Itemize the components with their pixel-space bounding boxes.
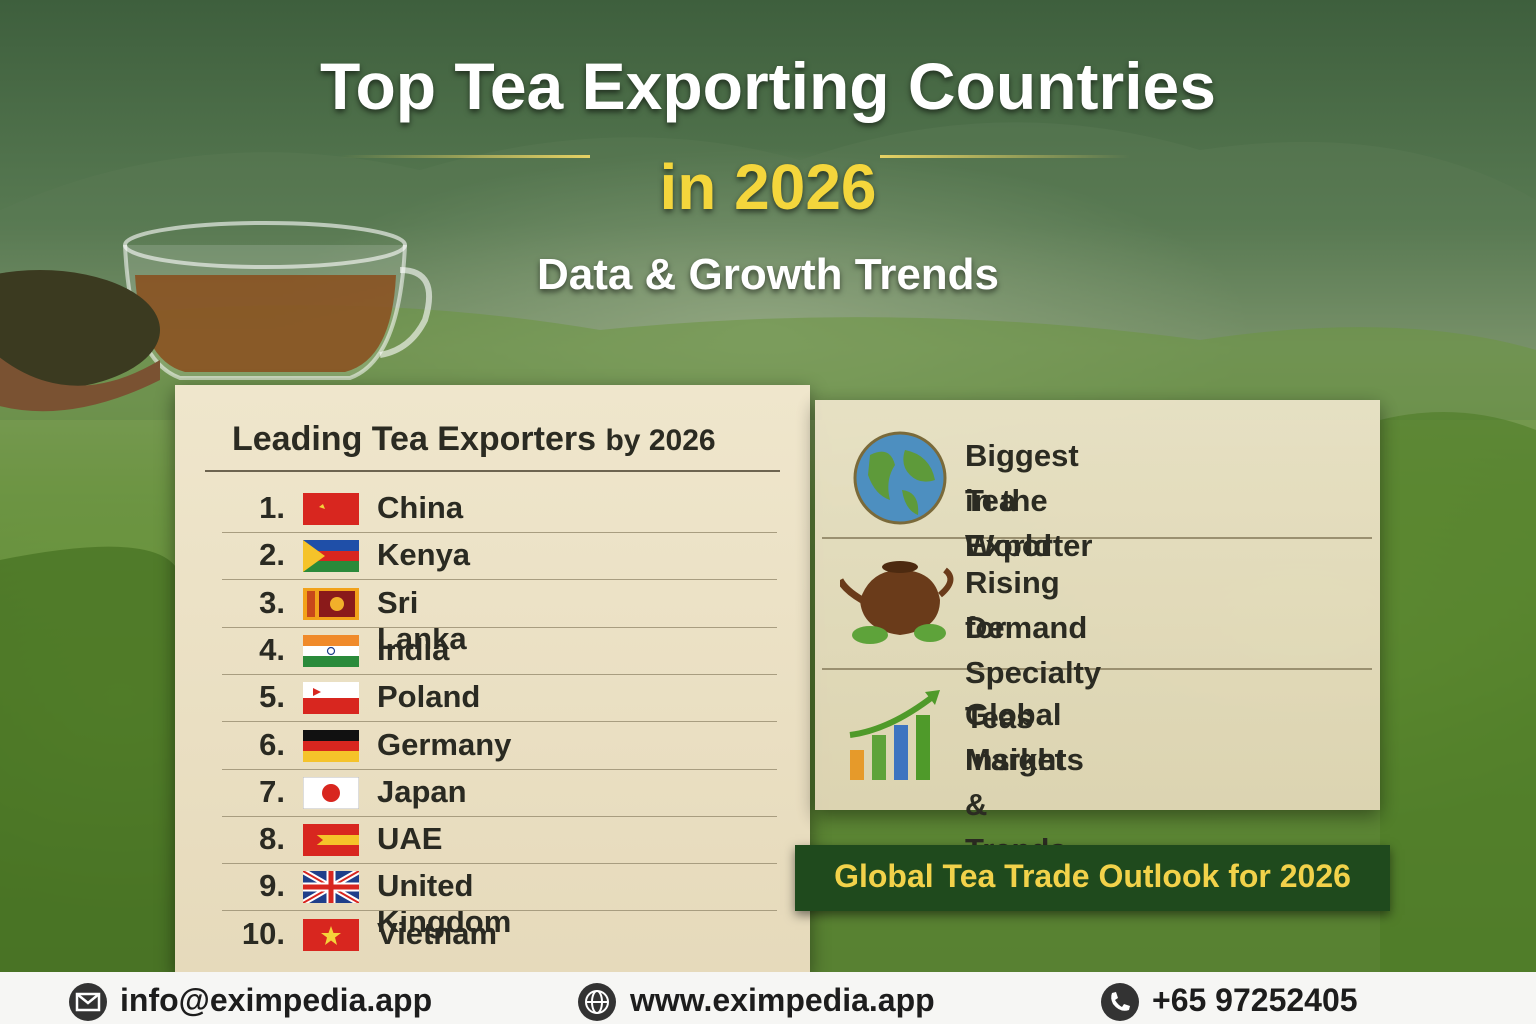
footer (0, 972, 1536, 1024)
row-divider (222, 910, 777, 912)
country-flag (303, 540, 359, 573)
banner-bg (795, 845, 1390, 911)
row-divider (222, 768, 777, 770)
country-name: Germany (377, 726, 512, 762)
country-name: Japan (377, 773, 467, 809)
ranking-heading-text: Leading Tea Exporters (232, 420, 597, 458)
title: Top Tea Exporting Countries (320, 49, 1216, 123)
rank-number: 9. (259, 868, 285, 904)
row-divider (222, 579, 777, 581)
title-year: in 2026 (659, 151, 877, 223)
rank-number: 5. (259, 679, 285, 715)
row-divider (222, 815, 777, 817)
divider (822, 668, 1372, 670)
country-flag (303, 918, 359, 951)
country-flag (303, 729, 359, 762)
footer-email: info@eximpedia.app (120, 982, 433, 1018)
country-name: Sri Lanka (377, 584, 467, 656)
rank-number: 1. (259, 490, 285, 525)
rank-number: 10. (241, 915, 285, 951)
row-divider (222, 532, 777, 533)
highlight-line: Biggest Tea Exporter (965, 438, 1093, 563)
banner-text: Global Tea Trade Outlook for 2026 (834, 858, 1351, 894)
phone-icon (1101, 983, 1139, 1021)
rank-number: 6. (259, 726, 285, 762)
row-divider (222, 721, 777, 723)
country-flag (303, 634, 359, 667)
ranking-heading: Leading Tea Exporters by 2026 (232, 420, 716, 459)
ranking-panel (175, 385, 810, 973)
country-name: Poland (377, 679, 481, 715)
highlight-line: for Specialty Teas (965, 610, 1102, 735)
country-name: China (377, 490, 464, 525)
country-name: India (377, 631, 450, 667)
highlight-line: Global Market (965, 697, 1065, 777)
country-name: Vietnam (377, 915, 498, 951)
email-icon (69, 983, 107, 1021)
heading-rule (205, 470, 780, 472)
row-divider (222, 673, 777, 675)
country-flag (303, 682, 359, 715)
divider (822, 537, 1372, 539)
country-flag (303, 871, 359, 904)
subtitle: Data & Growth Trends (536, 250, 1000, 299)
country-flag (303, 493, 359, 525)
web-icon (578, 983, 616, 1021)
rank-number: 3. (259, 584, 285, 620)
highlight-line: in the World (965, 483, 1053, 563)
row-divider (222, 626, 777, 628)
footer-website: www.eximpedia.app (630, 982, 935, 1018)
country-flag (303, 824, 359, 857)
rank-number: 7. (259, 773, 285, 809)
rank-number: 8. (259, 821, 285, 857)
rank-number: 4. (259, 631, 285, 667)
country-name: Kenya (377, 537, 471, 573)
divider (880, 155, 1130, 158)
country-name: UAE (377, 821, 443, 857)
country-flag (303, 776, 359, 809)
footer-phone: +65 97252405 (1152, 982, 1358, 1018)
row-divider (222, 863, 777, 865)
country-flag (303, 587, 359, 620)
divider (340, 155, 590, 158)
ranking-heading-suffix: by 2026 (605, 424, 716, 457)
highlight-line: Rising Demand (965, 565, 1088, 645)
country-name: United Kingdom (377, 868, 512, 940)
highlight-icons (840, 431, 954, 780)
rank-number: 2. (259, 537, 285, 573)
